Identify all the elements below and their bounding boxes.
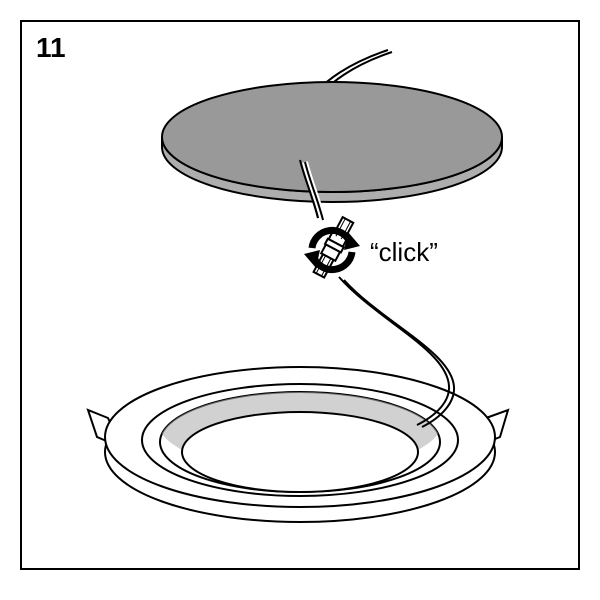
assembly-diagram bbox=[22, 22, 582, 572]
ring-opening bbox=[182, 412, 418, 492]
page: 11 bbox=[0, 0, 600, 600]
disc-top bbox=[162, 82, 502, 192]
click-label: “click” bbox=[370, 237, 438, 268]
diagram-panel: 11 bbox=[20, 20, 580, 570]
